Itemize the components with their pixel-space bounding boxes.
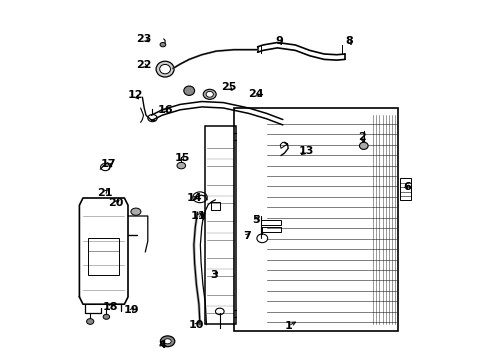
Text: 6: 6 <box>403 182 411 192</box>
Text: 1: 1 <box>284 321 292 331</box>
Text: 2: 2 <box>358 132 366 142</box>
Text: 7: 7 <box>243 231 251 241</box>
Ellipse shape <box>156 61 174 77</box>
Ellipse shape <box>360 142 368 149</box>
Ellipse shape <box>203 89 216 99</box>
Text: 25: 25 <box>221 82 237 92</box>
Text: 20: 20 <box>108 198 123 208</box>
Ellipse shape <box>164 339 171 344</box>
Ellipse shape <box>184 86 195 95</box>
Text: 8: 8 <box>345 36 353 46</box>
Ellipse shape <box>131 208 141 215</box>
Bar <box>400 178 411 200</box>
Text: 9: 9 <box>275 36 283 46</box>
Bar <box>261 220 281 225</box>
Bar <box>88 238 119 275</box>
Ellipse shape <box>160 336 175 347</box>
Bar <box>234 108 398 331</box>
Ellipse shape <box>160 42 166 47</box>
Ellipse shape <box>177 162 186 169</box>
Bar <box>261 227 281 232</box>
Text: 18: 18 <box>102 302 118 312</box>
Bar <box>211 202 220 210</box>
Text: 4: 4 <box>158 340 166 350</box>
Ellipse shape <box>103 314 110 319</box>
Text: 11: 11 <box>191 211 206 221</box>
Ellipse shape <box>160 64 171 74</box>
Text: 3: 3 <box>211 270 218 280</box>
Text: 17: 17 <box>100 159 116 169</box>
Text: 10: 10 <box>189 320 204 330</box>
Ellipse shape <box>206 91 213 97</box>
Text: 22: 22 <box>136 60 151 70</box>
Text: 13: 13 <box>298 146 314 156</box>
Bar <box>205 126 236 324</box>
Text: 19: 19 <box>124 305 140 315</box>
Text: 23: 23 <box>137 33 152 44</box>
Text: 5: 5 <box>252 215 260 225</box>
Text: 15: 15 <box>174 153 190 163</box>
Text: 24: 24 <box>248 89 264 99</box>
Text: 16: 16 <box>157 105 173 115</box>
Ellipse shape <box>87 319 94 324</box>
Text: 21: 21 <box>97 188 112 198</box>
Text: 14: 14 <box>187 193 202 203</box>
Text: 12: 12 <box>127 90 143 100</box>
